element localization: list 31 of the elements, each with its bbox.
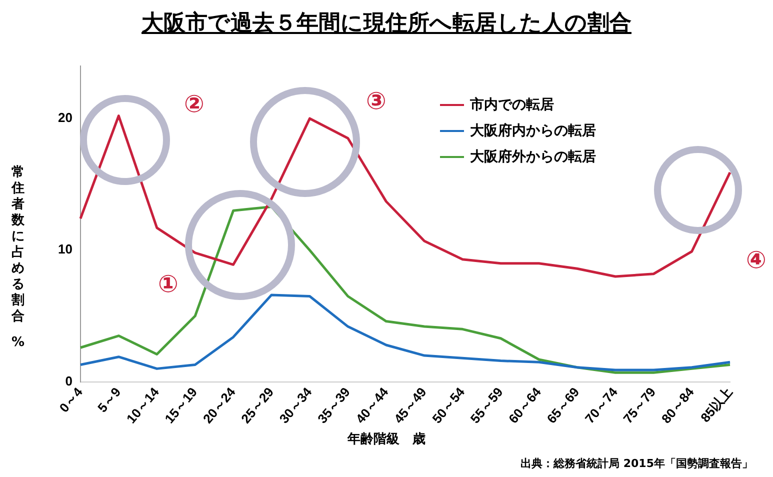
x-tick-label: 20～24 [200, 384, 239, 426]
legend-label: 市内での転居 [470, 96, 554, 114]
x-tick-label: 80～84 [658, 384, 698, 426]
y-tick-label: 10 [58, 242, 72, 257]
x-tick-label: 85以上 [698, 384, 736, 426]
source-note: 出典：総務省統計局 2015年「国勢調査報告」 [520, 456, 753, 471]
x-tick-label: 50～54 [429, 384, 468, 426]
x-tick-label: 75～79 [620, 384, 659, 426]
legend-label: 大阪府内からの転居 [470, 122, 596, 140]
text: ④ [746, 246, 766, 274]
chart-title: 大阪市で過去５年間に現住所へ転居した人の割合 [140, 10, 632, 38]
legend-label: 大阪府外からの転居 [470, 148, 596, 166]
x-tick-label: 55～59 [467, 384, 506, 426]
x-tick-label: 15～19 [162, 384, 200, 426]
x-tick-label: 10～14 [123, 384, 162, 426]
text: 常住者数に占める割合 % [11, 165, 25, 350]
x-tick-label: 30～34 [276, 384, 316, 426]
annotation: ③ [366, 87, 386, 115]
x-tick-label: 5～9 [94, 384, 124, 416]
x-tick-label: 45～49 [390, 384, 430, 426]
x-tick-label: 70～74 [582, 384, 621, 426]
y-tick-label: 20 [58, 110, 72, 126]
x-tick-label: 35～39 [314, 384, 353, 426]
x-tick-label: 40～44 [352, 384, 392, 426]
y-tick-label: 0 [65, 373, 72, 388]
annotation: ① [158, 270, 178, 298]
x-tick-label: 60～64 [506, 384, 544, 426]
x-tick-label: 65～69 [544, 384, 582, 426]
annotation: ② [184, 90, 204, 118]
x-axis-title: 年齢階級 歳 [346, 431, 426, 448]
x-tick-label: 25～29 [238, 384, 277, 426]
